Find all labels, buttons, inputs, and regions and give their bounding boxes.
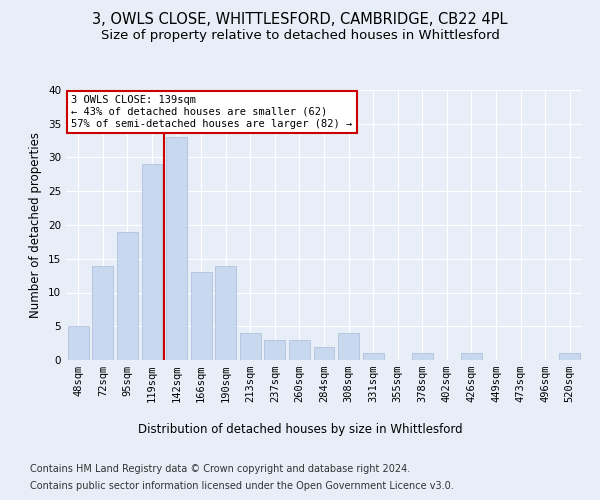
- Bar: [289, 340, 310, 360]
- Bar: [461, 353, 482, 360]
- Y-axis label: Number of detached properties: Number of detached properties: [29, 132, 43, 318]
- Bar: [240, 333, 261, 360]
- Bar: [142, 164, 163, 360]
- Text: 3 OWLS CLOSE: 139sqm
← 43% of detached houses are smaller (62)
57% of semi-detac: 3 OWLS CLOSE: 139sqm ← 43% of detached h…: [71, 96, 352, 128]
- Bar: [191, 272, 212, 360]
- Bar: [362, 353, 383, 360]
- Text: Size of property relative to detached houses in Whittlesford: Size of property relative to detached ho…: [101, 29, 499, 42]
- Bar: [215, 266, 236, 360]
- Text: 3, OWLS CLOSE, WHITTLESFORD, CAMBRIDGE, CB22 4PL: 3, OWLS CLOSE, WHITTLESFORD, CAMBRIDGE, …: [92, 12, 508, 28]
- Bar: [559, 353, 580, 360]
- Bar: [68, 326, 89, 360]
- Text: Distribution of detached houses by size in Whittlesford: Distribution of detached houses by size …: [137, 422, 463, 436]
- Bar: [338, 333, 359, 360]
- Bar: [117, 232, 138, 360]
- Bar: [265, 340, 286, 360]
- Bar: [166, 137, 187, 360]
- Text: Contains public sector information licensed under the Open Government Licence v3: Contains public sector information licen…: [30, 481, 454, 491]
- Bar: [314, 346, 334, 360]
- Bar: [92, 266, 113, 360]
- Bar: [412, 353, 433, 360]
- Text: Contains HM Land Registry data © Crown copyright and database right 2024.: Contains HM Land Registry data © Crown c…: [30, 464, 410, 474]
